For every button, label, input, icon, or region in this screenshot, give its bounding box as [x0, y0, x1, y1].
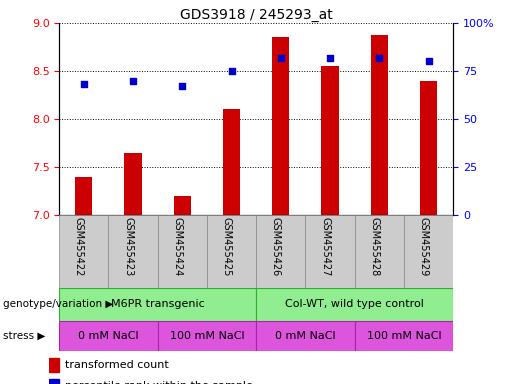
Bar — [256, 321, 355, 351]
Bar — [158, 321, 256, 351]
Point — [326, 55, 334, 61]
Point — [228, 68, 236, 74]
Text: 0 mM NaCl: 0 mM NaCl — [275, 331, 336, 341]
Bar — [49, 379, 59, 384]
Text: 100 mM NaCl: 100 mM NaCl — [169, 331, 244, 341]
Bar — [355, 215, 404, 288]
Bar — [223, 109, 240, 215]
Bar — [256, 215, 305, 288]
Text: GSM455423: GSM455423 — [123, 217, 133, 276]
Text: GSM455424: GSM455424 — [173, 217, 182, 276]
Point — [277, 55, 285, 61]
Bar — [371, 35, 388, 215]
Point — [80, 81, 88, 88]
Text: GSM455429: GSM455429 — [419, 217, 428, 276]
Bar — [59, 288, 256, 321]
Point — [178, 83, 186, 89]
Bar — [75, 177, 93, 215]
Text: M6PR transgenic: M6PR transgenic — [111, 299, 204, 310]
Text: transformed count: transformed count — [65, 360, 169, 370]
Bar — [158, 215, 207, 288]
Bar — [272, 38, 289, 215]
Text: stress ▶: stress ▶ — [3, 331, 45, 341]
Text: GSM455422: GSM455422 — [74, 217, 84, 276]
Bar — [256, 288, 453, 321]
Point — [129, 78, 137, 84]
Bar — [59, 215, 109, 288]
Text: GSM455426: GSM455426 — [271, 217, 281, 276]
Text: GSM455427: GSM455427 — [320, 217, 330, 276]
Bar — [125, 152, 142, 215]
Title: GDS3918 / 245293_at: GDS3918 / 245293_at — [180, 8, 333, 22]
Bar — [109, 215, 158, 288]
Point — [375, 55, 384, 61]
Text: 0 mM NaCl: 0 mM NaCl — [78, 331, 139, 341]
Bar — [355, 321, 453, 351]
Point — [424, 58, 433, 65]
Bar — [321, 66, 339, 215]
Bar — [59, 321, 158, 351]
Text: percentile rank within the sample: percentile rank within the sample — [65, 381, 253, 384]
Text: Col-WT, wild type control: Col-WT, wild type control — [285, 299, 424, 310]
Bar — [174, 196, 191, 215]
Bar — [420, 81, 437, 215]
Bar — [404, 215, 453, 288]
Text: genotype/variation ▶: genotype/variation ▶ — [3, 299, 113, 310]
Bar — [305, 215, 355, 288]
Bar — [207, 215, 256, 288]
Bar — [49, 358, 59, 372]
Text: GSM455425: GSM455425 — [221, 217, 232, 276]
Text: GSM455428: GSM455428 — [369, 217, 380, 276]
Text: 100 mM NaCl: 100 mM NaCl — [367, 331, 441, 341]
